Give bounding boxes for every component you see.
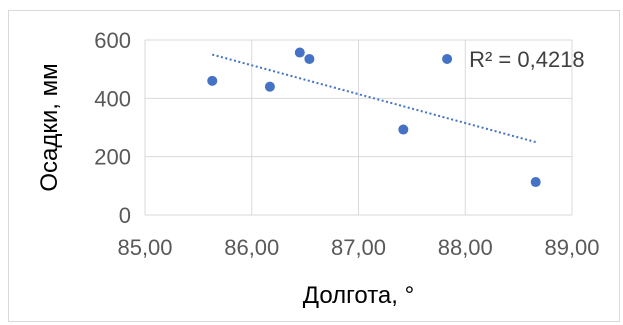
trendline-group <box>211 53 536 144</box>
data-point <box>264 81 275 92</box>
x-tick-label: 85,00 <box>117 235 172 260</box>
data-point <box>442 53 453 64</box>
y-tick-label: 0 <box>119 203 131 228</box>
data-point <box>398 124 409 135</box>
y-tick-labels: 0 200 400 600 <box>94 28 131 228</box>
x-tick-label: 86,00 <box>224 235 279 260</box>
y-tick-label: 200 <box>94 145 131 170</box>
data-point <box>304 53 315 64</box>
trendline <box>211 53 536 144</box>
y-tick-label: 400 <box>94 86 131 111</box>
data-point <box>530 177 541 188</box>
data-point <box>294 47 305 58</box>
x-tick-label: 88,00 <box>438 235 493 260</box>
x-tick-label: 89,00 <box>544 235 599 260</box>
x-axis-title: Долгота, ° <box>303 282 414 309</box>
x-tick-label: 87,00 <box>331 235 386 260</box>
y-tick-label: 600 <box>94 28 131 53</box>
x-tick-labels: 85,00 86,00 87,00 88,00 89,00 <box>117 235 599 260</box>
data-points <box>207 47 541 188</box>
chart-frame <box>8 10 620 322</box>
y-axis-title: Осадки, мм <box>36 63 63 191</box>
r-squared-label: R² = 0,4218 <box>469 47 585 72</box>
gridlines <box>144 39 573 216</box>
data-point <box>207 75 218 86</box>
